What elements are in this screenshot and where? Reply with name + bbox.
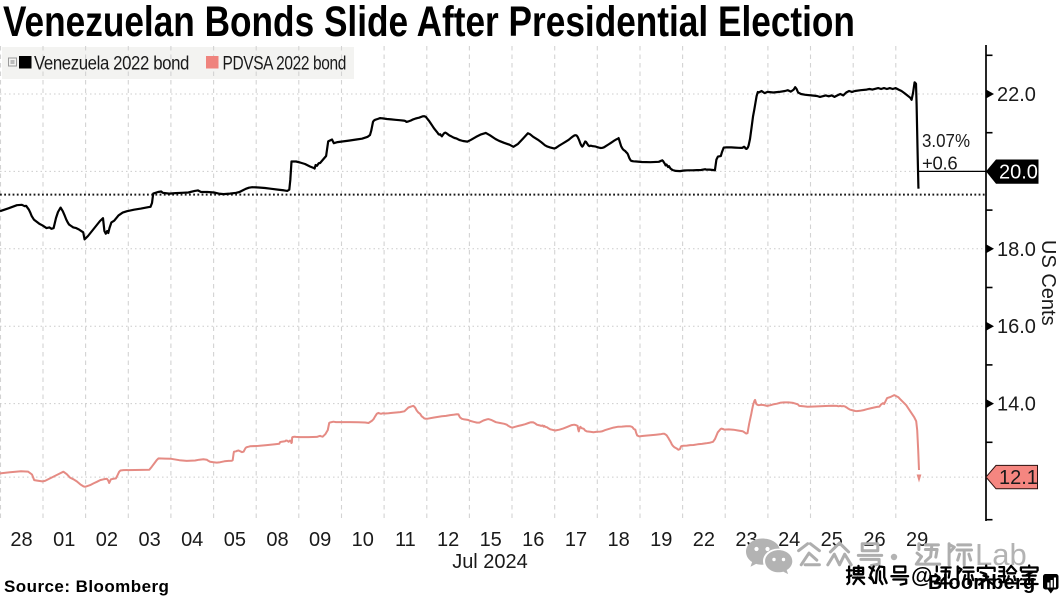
svg-text:20.0: 20.0 xyxy=(999,161,1038,183)
svg-text:17: 17 xyxy=(565,529,587,551)
svg-text:+0.6: +0.6 xyxy=(922,153,957,174)
svg-text:04: 04 xyxy=(181,529,203,551)
svg-text:3.07%: 3.07% xyxy=(922,130,970,151)
svg-text:16: 16 xyxy=(522,529,544,551)
svg-text:02: 02 xyxy=(96,529,118,551)
svg-text:25: 25 xyxy=(821,529,843,551)
svg-text:10: 10 xyxy=(352,529,374,551)
svg-text:19: 19 xyxy=(650,529,672,551)
svg-text:16.0: 16.0 xyxy=(997,316,1036,338)
svg-text:22: 22 xyxy=(693,529,715,551)
svg-text:29: 29 xyxy=(906,529,928,551)
svg-text:28: 28 xyxy=(10,529,32,551)
svg-text:01: 01 xyxy=(53,529,75,551)
svg-text:26: 26 xyxy=(863,529,885,551)
svg-text:Venezuela 2022 bond: Venezuela 2022 bond xyxy=(34,54,189,75)
svg-text:03: 03 xyxy=(138,529,160,551)
svg-text:12: 12 xyxy=(437,529,459,551)
svg-text:15: 15 xyxy=(480,529,502,551)
svg-text:US Cents: US Cents xyxy=(1037,240,1059,326)
svg-text:09: 09 xyxy=(309,529,331,551)
svg-text:18.0: 18.0 xyxy=(997,239,1036,261)
svg-text:18: 18 xyxy=(607,529,629,551)
svg-text:08: 08 xyxy=(266,529,288,551)
svg-text:24: 24 xyxy=(778,529,800,551)
svg-text:11: 11 xyxy=(395,529,416,551)
svg-text:05: 05 xyxy=(224,529,246,551)
svg-text:12.1: 12.1 xyxy=(999,467,1038,489)
svg-text:Jul 2024: Jul 2024 xyxy=(452,551,528,573)
svg-text:@: @ xyxy=(911,563,932,588)
svg-text:14.0: 14.0 xyxy=(997,394,1036,416)
svg-text:PDVSA 2022 bond: PDVSA 2022 bond xyxy=(223,54,347,75)
svg-text:22.0: 22.0 xyxy=(997,84,1036,106)
